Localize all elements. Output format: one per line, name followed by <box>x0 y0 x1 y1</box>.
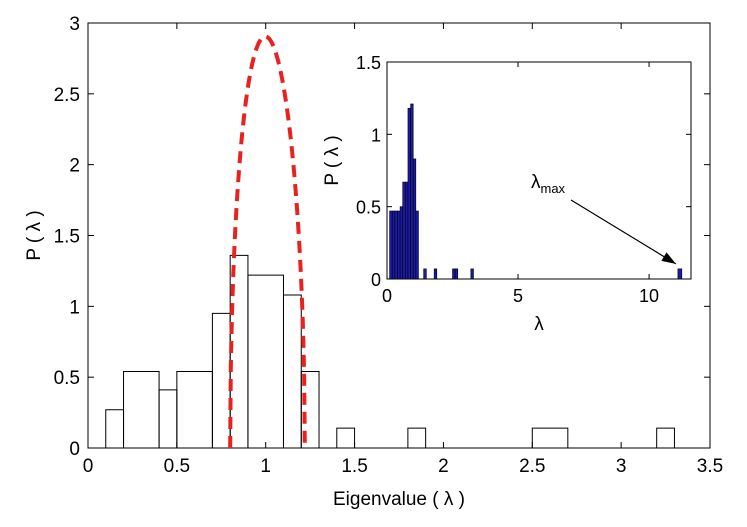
histogram-bin <box>282 294 302 448</box>
inset-bar <box>391 210 396 280</box>
y-tick-label: 2 <box>69 156 80 177</box>
inset-bar <box>397 210 401 280</box>
histogram-bin <box>247 274 284 448</box>
inset-x-tick-label: 10 <box>639 286 659 306</box>
inset-y-axis-label: P ( λ ) <box>322 135 343 185</box>
inset-x-tick-label: 5 <box>513 286 523 306</box>
inset-bar <box>389 210 393 280</box>
inset-bar <box>399 206 404 280</box>
x-tick-label: 3.5 <box>697 456 723 477</box>
inset-bar <box>677 268 683 280</box>
inset-bar <box>433 268 438 280</box>
x-tick-label: 0 <box>83 456 94 477</box>
x-tick-label: 2 <box>438 456 449 477</box>
lambda-max-symbol: λ <box>531 172 541 193</box>
histogram-bin <box>158 389 178 448</box>
histogram-bin <box>656 427 675 448</box>
histogram-bin <box>300 371 320 448</box>
annotation-arrow-line <box>570 199 677 265</box>
inset-y-tick-label: 0 <box>371 270 381 290</box>
histogram-bin <box>211 312 231 448</box>
inset-bar <box>402 181 406 280</box>
y-tick-label: 1 <box>69 297 80 318</box>
inset-bar <box>405 181 409 280</box>
inset-y-tick-label: 1 <box>371 125 381 145</box>
x-tick-label: 0.5 <box>164 456 190 477</box>
inset-bar <box>394 210 398 280</box>
inset-bar <box>415 210 419 280</box>
y-axis-label: P ( λ ) <box>24 210 45 260</box>
histogram-bin <box>531 427 569 448</box>
y-tick-label: 3 <box>69 14 80 35</box>
histogram-bin <box>336 427 356 448</box>
inset-bar <box>454 268 459 280</box>
x-tick-label: 3 <box>616 456 627 477</box>
histogram-bin <box>176 371 213 448</box>
inset-x-tick-label: 0 <box>382 286 392 306</box>
x-tick-label: 1 <box>260 456 271 477</box>
inset-bar <box>470 268 474 280</box>
inset-y-tick-label: 1.5 <box>356 53 381 73</box>
main-plot: 0 0.5 1 1.5 2 2.5 3 3.5 0 0.5 1 1.5 2 2.5 3 Eigenvalue … <box>24 14 723 510</box>
x-tick-label: 2.5 <box>519 456 545 477</box>
x-axis-label: Eigenvalue ( λ ) <box>333 489 465 510</box>
histogram-bin <box>407 427 427 448</box>
inset-bar <box>452 268 456 280</box>
inset-bar <box>410 103 414 280</box>
y-tick-label: 1.5 <box>54 227 80 248</box>
inset-y-tick-label: 0.5 <box>356 198 381 218</box>
inset-bar <box>423 268 427 280</box>
histogram-bin <box>105 409 125 448</box>
histogram-bin <box>123 371 160 448</box>
x-tick-label: 1.5 <box>341 456 367 477</box>
annotation-arrowhead <box>661 252 676 264</box>
theory-density-curve <box>228 34 307 449</box>
y-tick-label: 2.5 <box>54 85 80 106</box>
y-tick-label: 0 <box>69 439 80 460</box>
inset-bar <box>412 158 417 280</box>
lambda-max-annotation: λmax <box>531 172 566 196</box>
inset-x-axis-label: λ <box>534 314 544 335</box>
lambda-max-subscript: max <box>541 181 566 196</box>
y-tick-label: 0.5 <box>54 368 80 389</box>
inset-bar <box>407 107 411 280</box>
inset-axes-box <box>386 61 692 280</box>
